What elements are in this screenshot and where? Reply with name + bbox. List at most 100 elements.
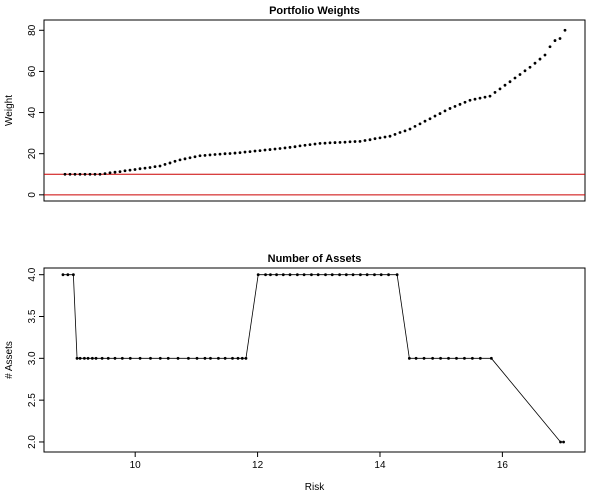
data-point (61, 273, 65, 277)
data-point (395, 273, 399, 277)
data-point (71, 273, 75, 277)
data-point (543, 53, 547, 57)
data-point (256, 273, 260, 277)
data-point (281, 273, 285, 277)
data-point (408, 127, 412, 131)
data-point (316, 273, 320, 277)
y-tick-label: 60 (27, 65, 38, 77)
data-point (173, 159, 177, 163)
data-point (538, 57, 542, 61)
data-point (388, 134, 392, 138)
data-point (209, 356, 212, 360)
data-point (106, 356, 110, 360)
data-point (353, 140, 357, 143)
data-point (523, 69, 527, 73)
data-point (338, 140, 342, 144)
data-point (78, 356, 82, 360)
data-point (365, 273, 369, 277)
data-point (264, 273, 267, 277)
data-point (503, 83, 507, 87)
data-point (463, 100, 467, 104)
data-point (473, 97, 477, 101)
data-point (328, 141, 332, 145)
chart-title: Number of Assets (268, 253, 362, 265)
data-point (218, 152, 222, 156)
data-point (414, 356, 418, 360)
data-point (298, 144, 302, 148)
data-point (176, 356, 180, 360)
data-point (295, 273, 299, 277)
data-point (302, 273, 306, 277)
plot-frame (43, 19, 586, 202)
y-axis-label: Weight (4, 95, 15, 126)
data-point (236, 356, 240, 360)
data-point (148, 166, 152, 169)
data-point (478, 356, 482, 360)
data-point (379, 273, 383, 277)
data-point (518, 73, 522, 76)
data-point (253, 149, 257, 153)
x-tick-label: 16 (497, 460, 509, 471)
data-point (68, 172, 72, 176)
data-point (228, 152, 232, 155)
data-point (513, 76, 517, 80)
data-point (324, 273, 327, 277)
data-point (90, 356, 94, 360)
data-point (393, 132, 397, 136)
data-point (263, 148, 267, 152)
data-point (118, 170, 122, 173)
data-point (548, 45, 552, 49)
data-point (468, 98, 472, 102)
y-tick-label: 20 (27, 148, 38, 160)
x-tick-label: 10 (130, 460, 142, 471)
y-tick-label: 2.5 (27, 393, 38, 407)
data-point (373, 137, 377, 141)
data-point (358, 139, 362, 143)
y-tick-label: 0 (27, 192, 38, 198)
data-point (203, 356, 207, 360)
data-point (383, 135, 387, 139)
data-point (269, 273, 272, 277)
data-point (458, 102, 462, 106)
data-point (163, 162, 167, 166)
data-point (275, 273, 278, 277)
data-point (88, 172, 92, 176)
data-point (187, 356, 190, 360)
data-point (422, 356, 426, 360)
y-tick-label: 4.0 (27, 267, 38, 281)
data-point (223, 356, 227, 360)
data-point (498, 87, 502, 91)
data-point (248, 150, 252, 154)
data-point (447, 356, 450, 360)
data-point (138, 167, 142, 171)
data-point (100, 356, 104, 360)
x-axis-label: Risk (305, 482, 325, 493)
data-point (133, 168, 137, 171)
data-point (483, 95, 487, 99)
data-point (407, 356, 411, 360)
data-point (528, 65, 532, 69)
data-point (73, 172, 77, 176)
data-point (453, 104, 457, 108)
data-point (313, 142, 317, 146)
data-point (553, 39, 557, 42)
data-point (533, 61, 537, 65)
data-point (310, 273, 313, 277)
data-point (94, 356, 98, 360)
x-tick-label: 12 (252, 460, 264, 471)
data-point (344, 273, 348, 277)
data-point (217, 356, 220, 360)
data-point (113, 356, 117, 360)
data-point (198, 154, 202, 158)
data-point (293, 145, 297, 149)
data-point (488, 94, 492, 98)
data-point (128, 356, 132, 360)
data-point (188, 156, 192, 160)
data-point (158, 164, 162, 168)
data-point (166, 356, 170, 360)
data-point (478, 96, 482, 100)
data-point (66, 273, 70, 277)
data-point (373, 273, 376, 277)
data-point (103, 172, 107, 176)
